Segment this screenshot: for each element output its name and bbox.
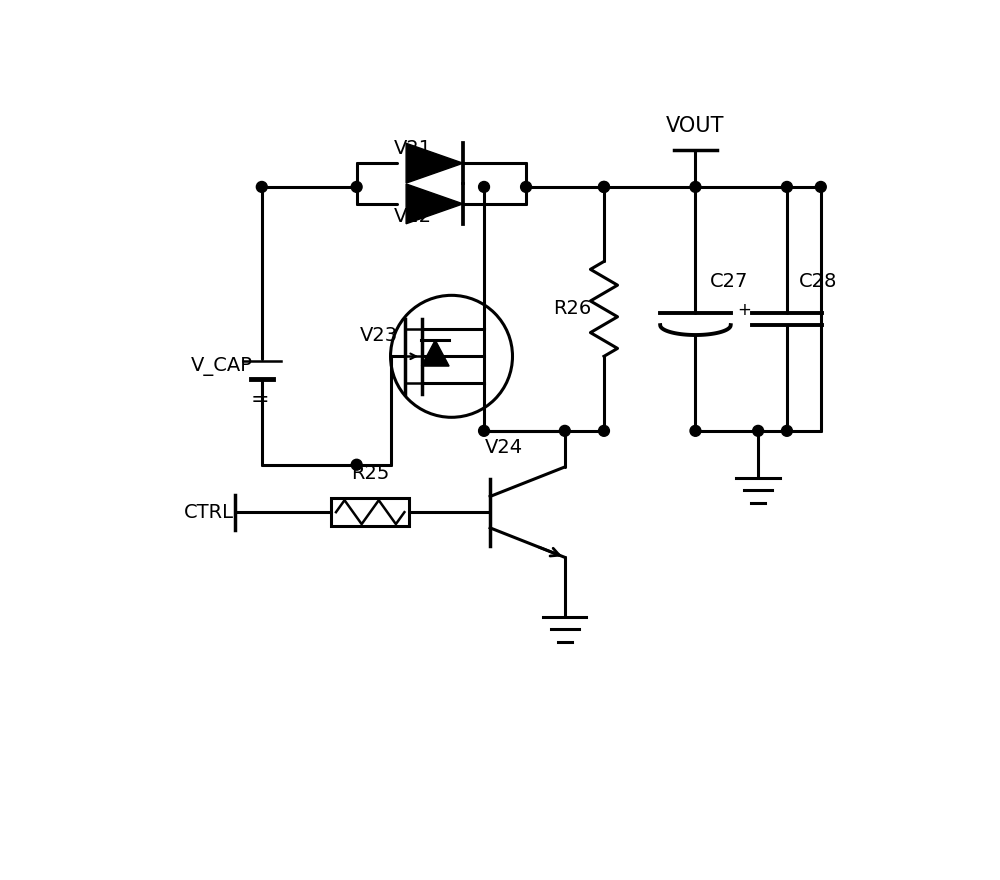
Text: V24: V24 (485, 437, 523, 457)
Circle shape (351, 459, 362, 470)
Circle shape (479, 181, 489, 193)
Text: C27: C27 (710, 272, 749, 291)
Circle shape (599, 425, 609, 436)
Circle shape (690, 425, 701, 436)
Circle shape (351, 181, 362, 193)
Circle shape (782, 181, 792, 193)
Polygon shape (421, 340, 449, 366)
Polygon shape (406, 143, 463, 183)
Bar (331, 498, 409, 526)
Circle shape (753, 425, 764, 436)
Circle shape (479, 425, 489, 436)
Circle shape (256, 181, 267, 193)
Text: V21: V21 (394, 139, 432, 158)
Text: VOUT: VOUT (666, 116, 725, 136)
Text: V23: V23 (360, 326, 398, 346)
Text: R26: R26 (553, 299, 591, 319)
Circle shape (815, 181, 826, 193)
Circle shape (599, 181, 609, 193)
Text: R25: R25 (351, 464, 389, 483)
Text: V22: V22 (394, 207, 432, 226)
Circle shape (690, 181, 701, 193)
Text: +: + (737, 301, 751, 319)
Circle shape (599, 181, 609, 193)
Circle shape (521, 181, 531, 193)
Text: C28: C28 (799, 272, 837, 291)
Polygon shape (406, 184, 463, 224)
Text: =: = (251, 391, 270, 410)
Text: CTRL: CTRL (184, 502, 234, 522)
Text: V_CAP: V_CAP (191, 357, 253, 376)
Circle shape (559, 425, 570, 436)
Circle shape (782, 425, 792, 436)
